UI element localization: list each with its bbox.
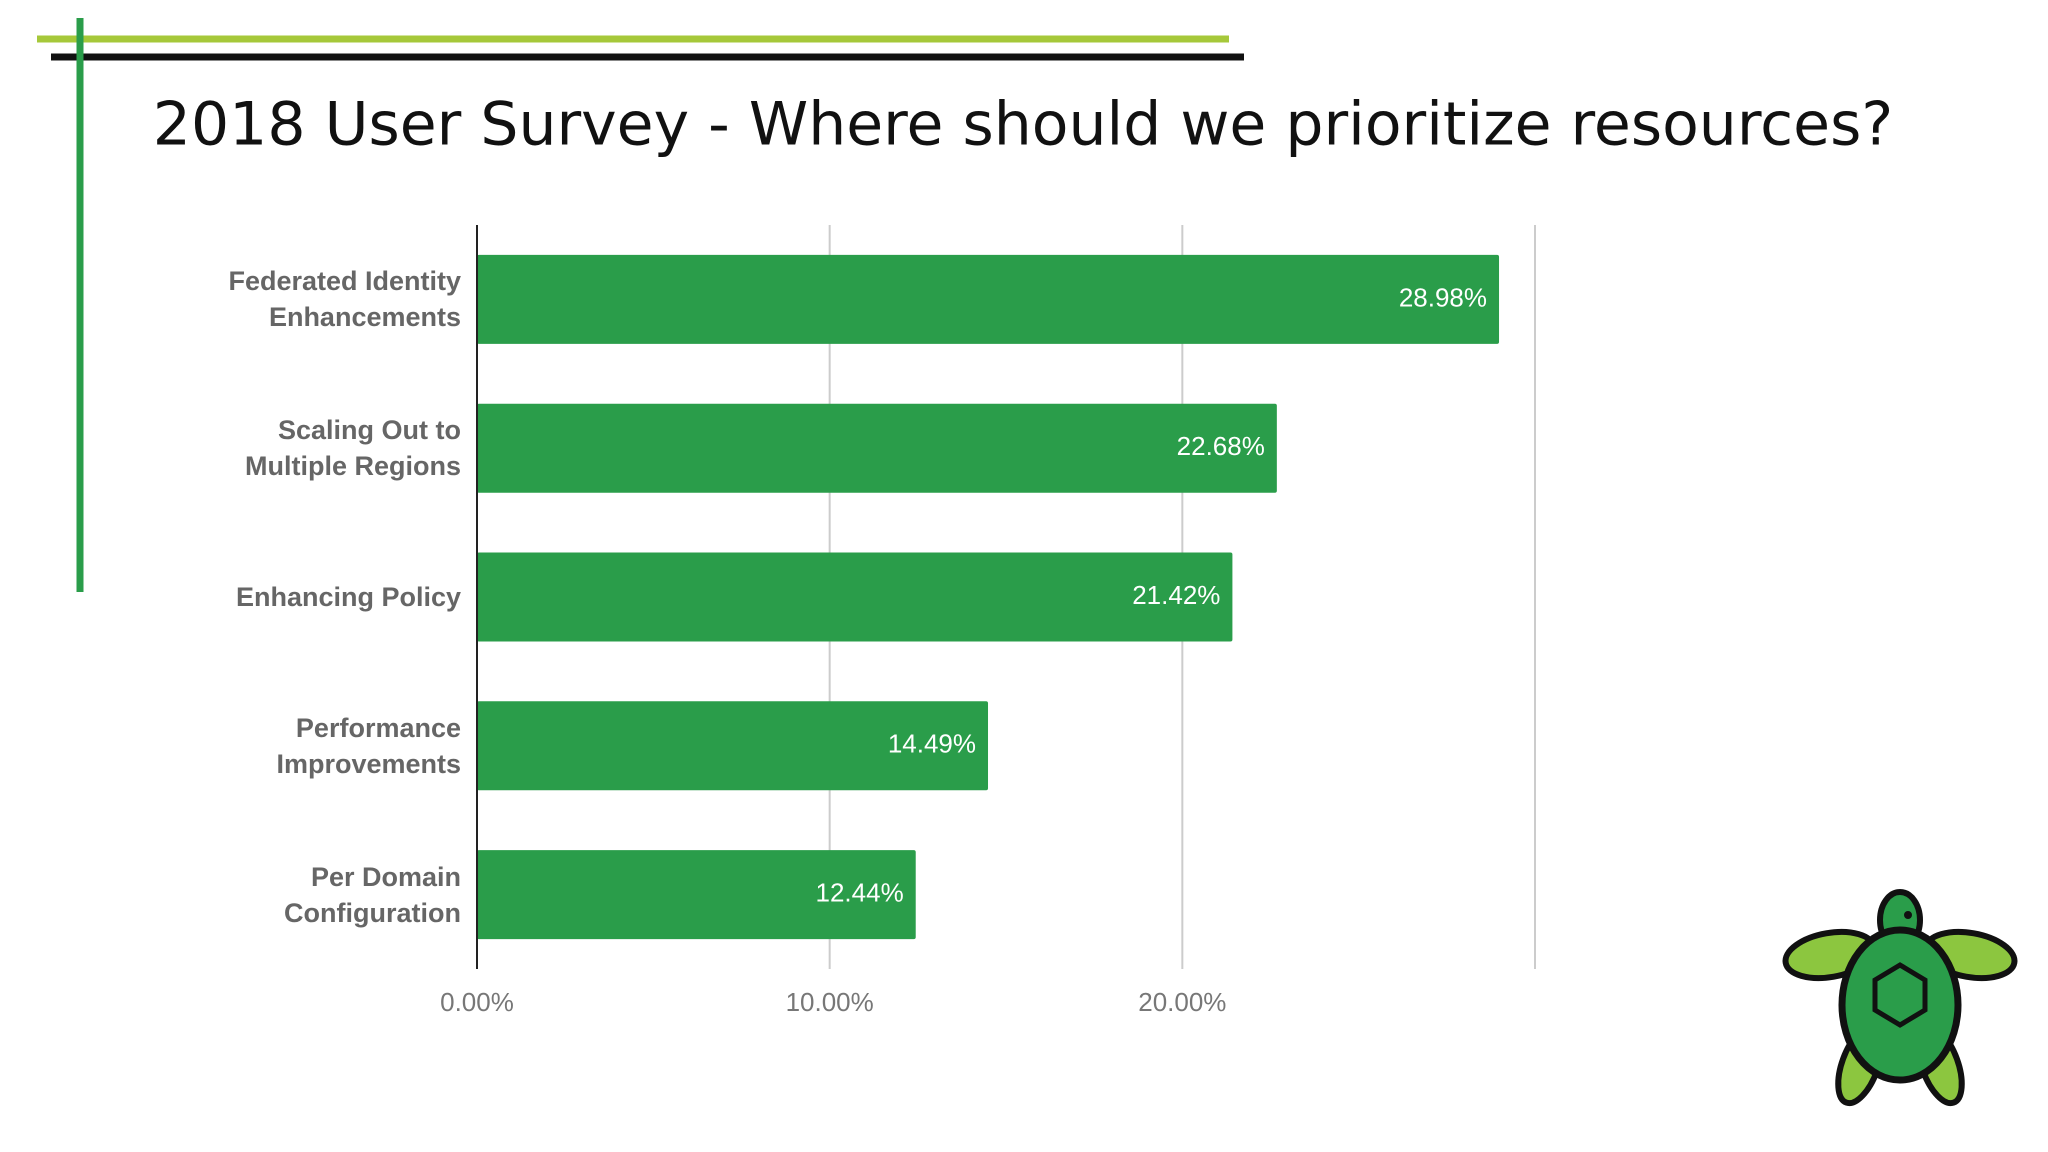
- value-label: 21.42%: [1132, 580, 1220, 610]
- x-tick-label: 20.00%: [1138, 987, 1226, 1017]
- x-tick-label: 10.00%: [786, 987, 874, 1017]
- bar: [477, 403, 1277, 493]
- value-label: 22.68%: [1177, 431, 1265, 461]
- bar: [477, 701, 989, 791]
- y-tick-label: Federated Identity Enhancements: [228, 266, 461, 333]
- turtle-logo: [1782, 889, 2018, 1107]
- y-tick-label: Scaling Out to Multiple Regions: [245, 415, 461, 482]
- y-tick-label: Per Domain Configuration: [284, 861, 461, 928]
- bar: [477, 552, 1233, 642]
- chart-title: 2018 User Survey - Where should we prior…: [153, 90, 1893, 160]
- bar: [477, 254, 1500, 344]
- x-tick-label: 0.00%: [440, 987, 514, 1017]
- bar: [477, 850, 916, 940]
- y-tick-label: Performance Improvements: [276, 712, 461, 779]
- y-tick-label: Enhancing Policy: [235, 582, 461, 612]
- value-label: 14.49%: [888, 729, 976, 759]
- value-label: 28.98%: [1399, 282, 1487, 312]
- value-label: 12.44%: [816, 877, 904, 907]
